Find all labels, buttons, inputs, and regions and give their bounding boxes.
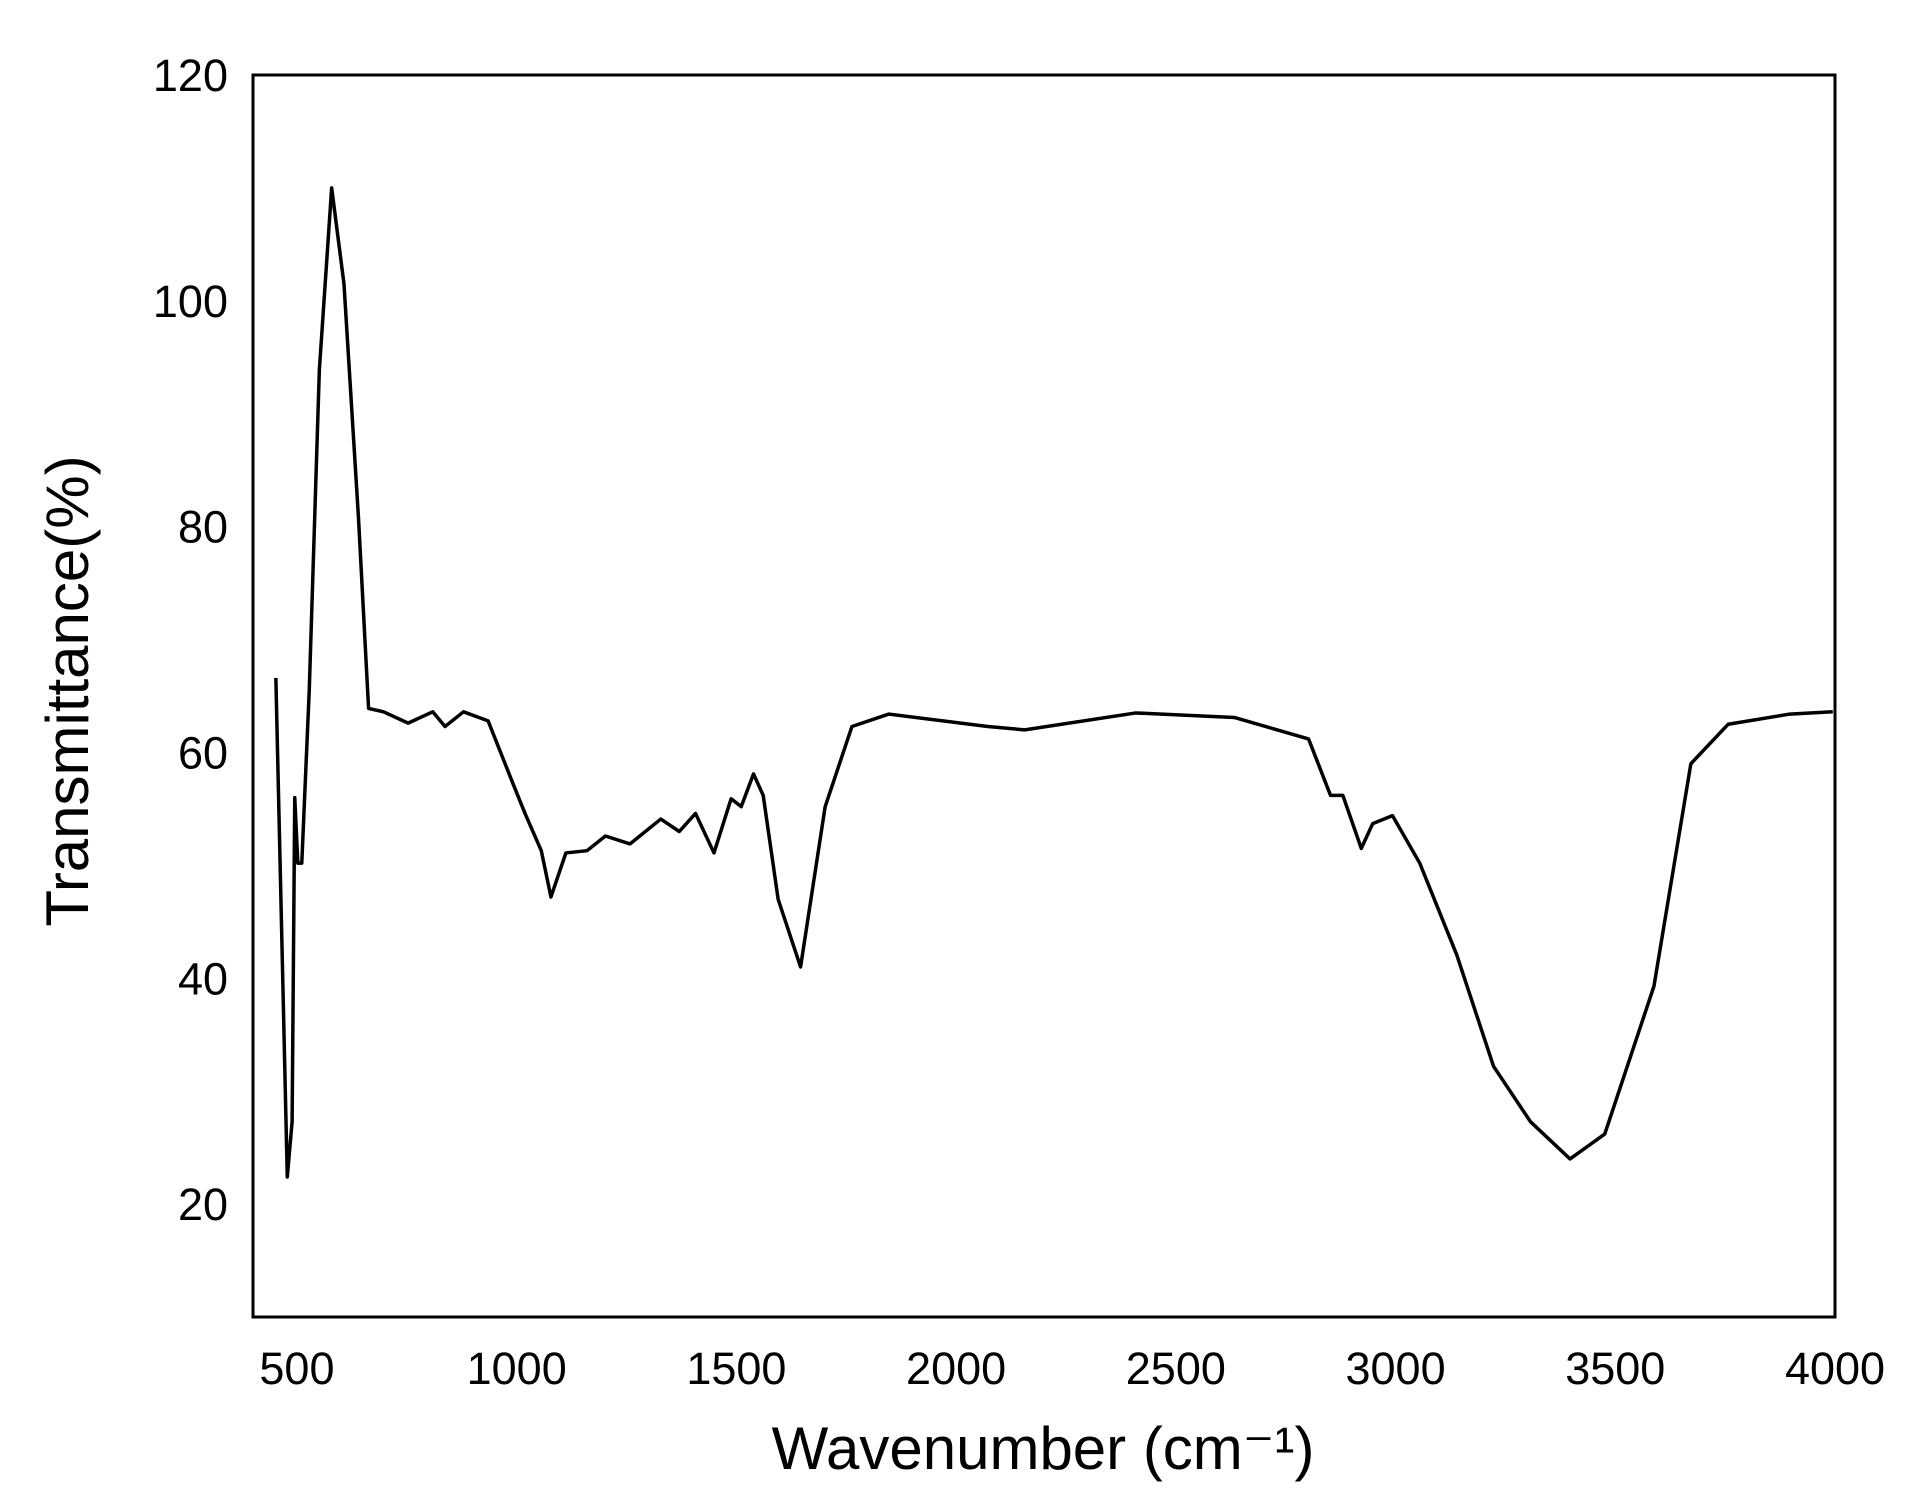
x-tick-label: 1000	[467, 1343, 567, 1394]
x-tick-label: 2000	[906, 1343, 1006, 1394]
spectrum-line	[274, 186, 1833, 1179]
x-tick-label: 3000	[1346, 1343, 1446, 1394]
y-tick-label: 120	[153, 50, 228, 101]
y-axis-title: Transmittance(%)	[34, 455, 101, 926]
x-tick-label: 2500	[1126, 1343, 1226, 1394]
y-tick-label: 40	[178, 953, 228, 1004]
x-tick-label: 1500	[686, 1343, 786, 1394]
plot-frame	[251, 73, 1837, 1319]
y-tick-label: 20	[178, 1179, 228, 1230]
x-tick-label: 4000	[1785, 1343, 1885, 1394]
y-tick-label: 80	[178, 502, 228, 553]
y-tick-label: 60	[178, 727, 228, 778]
y-tick-label: 100	[153, 276, 228, 327]
x-axis-title: Wavenumber (cm⁻¹)	[772, 1415, 1315, 1482]
x-tick-label: 3500	[1565, 1343, 1665, 1394]
x-tick-label: 500	[259, 1343, 334, 1394]
